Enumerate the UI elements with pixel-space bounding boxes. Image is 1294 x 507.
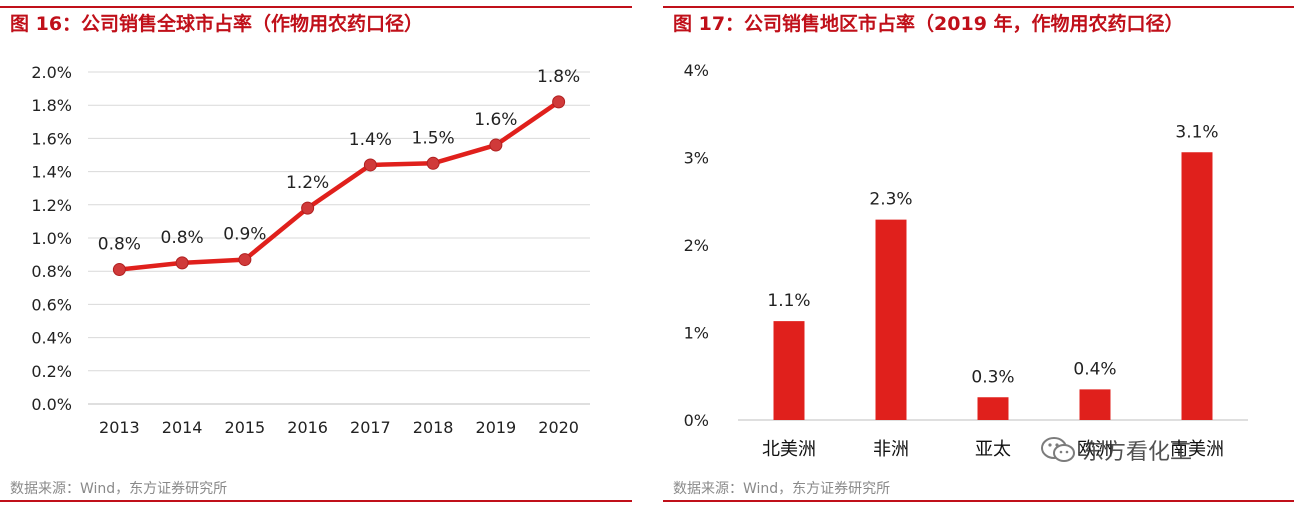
- y-tick-label: 0.4%: [31, 329, 72, 348]
- data-label: 1.5%: [412, 128, 455, 148]
- bar: [1181, 152, 1213, 420]
- x-tick-label: 非洲: [873, 439, 909, 460]
- y-tick-label: 1.6%: [31, 129, 72, 148]
- x-tick-label: 北美洲: [762, 439, 816, 460]
- chart-title: 图 17：公司销售地区市占率（2019 年，作物用农药口径）: [673, 13, 1184, 35]
- data-label: 1.8%: [537, 67, 580, 87]
- x-tick-label: 2014: [162, 418, 203, 437]
- bar: [1079, 389, 1111, 420]
- right-panel: 图 17：公司销售地区市占率（2019 年，作物用农药口径） 0% 1% 2% 3% 4…: [663, 0, 1294, 507]
- x-tick-label: 欧洲: [1077, 439, 1113, 460]
- y-tick-label: 2.0%: [31, 63, 72, 82]
- top-rule: [663, 6, 1294, 8]
- line-chart: 0.0% 0.2% 0.4% 0.6% 0.8% 1.0% 1.2% 1.4% 1.6% 1.8%…: [31, 63, 590, 437]
- bar: [875, 219, 907, 420]
- y-tick-label: 0.0%: [31, 395, 72, 414]
- y-tick-label: 1.8%: [31, 96, 72, 115]
- bottom-rule: [663, 500, 1294, 502]
- data-label: 1.4%: [349, 130, 392, 150]
- data-point: [112, 263, 126, 277]
- wechat-icon: [1041, 437, 1075, 462]
- top-rule: [0, 6, 632, 8]
- watermark-text: 东方看化工: [1082, 440, 1193, 465]
- y-tick-label: 1.4%: [31, 163, 72, 182]
- data-point: [552, 95, 566, 109]
- y-tick-label: 4%: [684, 61, 709, 80]
- series-line: [117, 99, 561, 272]
- left-panel: 图 16：公司销售全球市占率（作物用农药口径） 0.0% 0.2% 0.4% 0.6%…: [0, 0, 632, 507]
- chart-title: 图 16：公司销售全球市占率（作物用农药口径）: [10, 13, 424, 35]
- data-point: [489, 138, 503, 152]
- y-tick-label: 0.6%: [31, 295, 72, 314]
- data-label: 0.8%: [98, 235, 141, 255]
- y-tick-label: 0.2%: [31, 362, 72, 381]
- data-label: 1.2%: [286, 173, 329, 193]
- x-tick-label: 2019: [476, 418, 517, 437]
- watermark: 东方看化工: [1040, 434, 1192, 466]
- data-label: 3.1%: [1175, 122, 1218, 142]
- y-tick-label: 0%: [684, 411, 709, 430]
- y-tick-label: 3%: [684, 149, 709, 168]
- data-point: [301, 201, 315, 215]
- x-tick-label: 2018: [413, 418, 454, 437]
- data-point: [175, 256, 189, 270]
- data-label: 0.4%: [1073, 359, 1116, 379]
- data-label: 0.9%: [223, 225, 266, 245]
- source-note: 数据来源：Wind，东方证券研究所: [10, 481, 228, 497]
- x-tick-label: 亚太: [975, 439, 1011, 460]
- y-tick-label: 1%: [684, 324, 709, 343]
- x-tick-label: 2016: [287, 418, 328, 437]
- x-tick-label: 2017: [350, 418, 391, 437]
- data-label: 2.3%: [869, 190, 912, 210]
- data-point: [363, 158, 377, 172]
- x-tick-label: 2013: [99, 418, 140, 437]
- bar: [773, 321, 805, 420]
- data-label: 1.6%: [474, 110, 517, 130]
- data-point: [238, 253, 252, 267]
- y-tick-label: 1.0%: [31, 229, 72, 248]
- bar: [977, 397, 1009, 420]
- data-label: 1.1%: [767, 291, 810, 311]
- data-point: [426, 156, 440, 170]
- y-tick-label: 1.2%: [31, 196, 72, 215]
- x-tick-label: 2015: [225, 418, 266, 437]
- y-tick-label: 2%: [684, 236, 709, 255]
- source-note: 数据来源：Wind，东方证券研究所: [673, 481, 891, 497]
- data-label: 0.8%: [161, 228, 204, 248]
- y-tick-label: 0.8%: [31, 262, 72, 281]
- bar-chart: 0% 1% 2% 3% 4% 1.1% 北美洲 2.3% 非洲 0.3% 亚太 0.4% 欧洲 3.1% 南…: [684, 61, 1248, 460]
- bottom-rule: [0, 500, 632, 502]
- x-tick-label: 2020: [538, 418, 579, 437]
- data-label: 0.3%: [971, 367, 1014, 387]
- x-tick-label: 南美洲: [1170, 439, 1224, 460]
